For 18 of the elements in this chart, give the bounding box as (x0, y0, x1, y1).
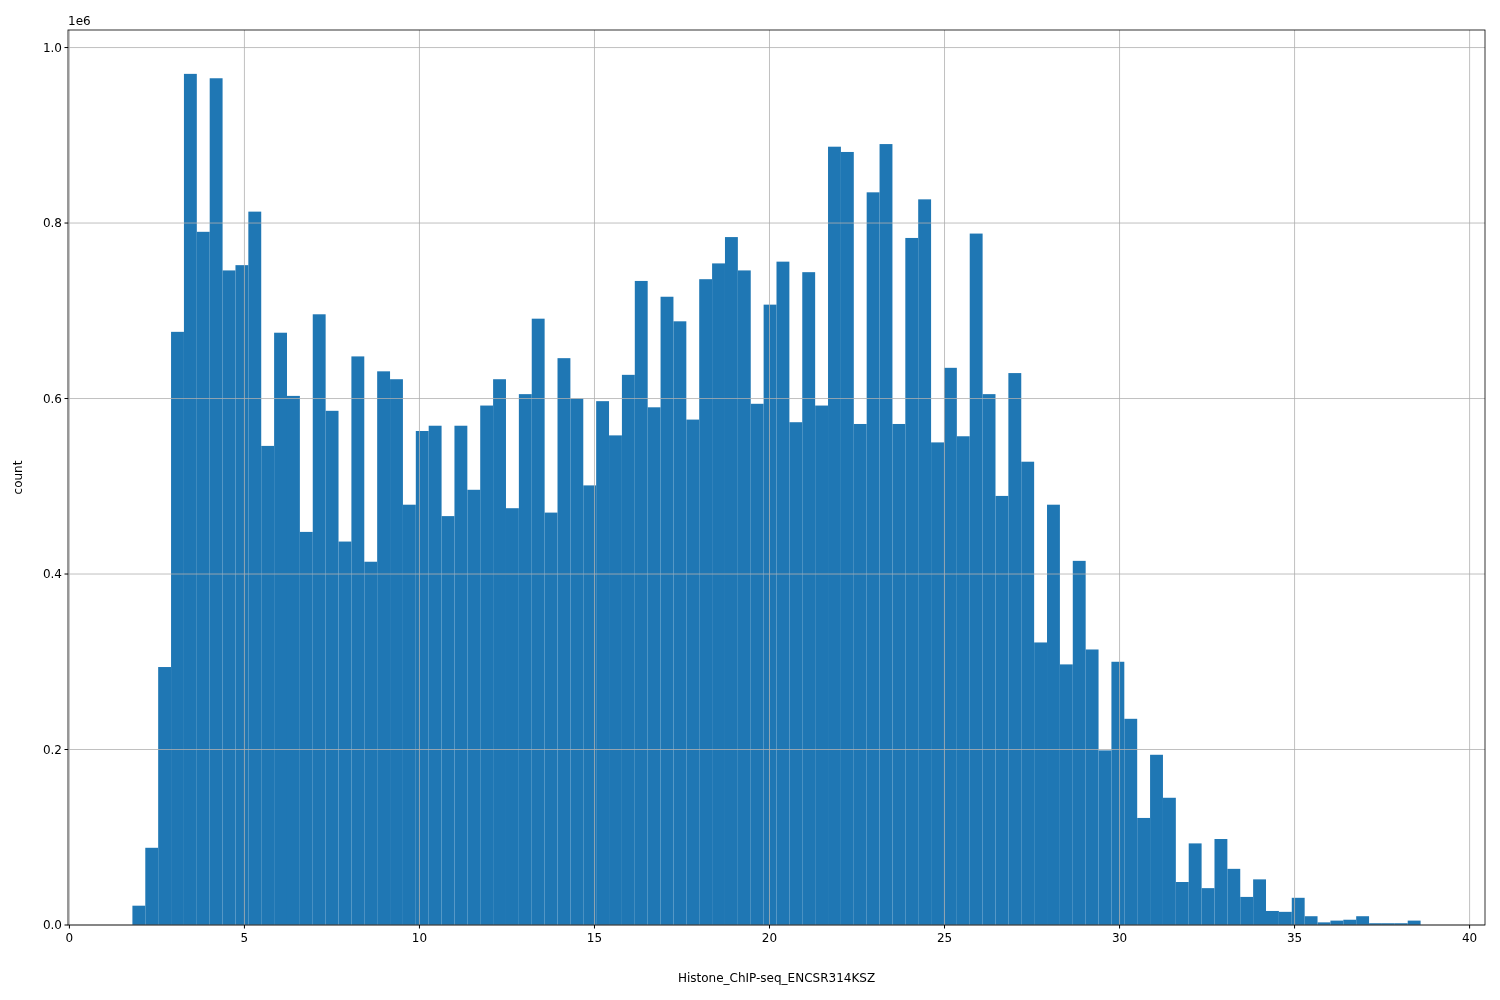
y-tick-label: 0.0 (42, 918, 62, 932)
x-tick-label: 15 (586, 931, 603, 945)
y-tick-label: 1.0 (42, 40, 62, 55)
x-tick-label: 5 (240, 931, 249, 945)
text: 1e6 (68, 14, 91, 28)
x-tick-label: 35 (1286, 931, 1303, 945)
x-tick-label: 0 (65, 931, 74, 945)
y-tick-label: 0.6 (42, 391, 62, 406)
x-tick-label: 40 (1461, 931, 1478, 945)
x-tick-label: 20 (761, 931, 778, 945)
y-axis-title: count (11, 460, 25, 495)
x-tick-label: 25 (936, 931, 953, 945)
x-tick-label: 30 (1111, 931, 1128, 945)
y-tick-label: 0.2 (42, 742, 62, 757)
y-tick-label: 0.4 (42, 567, 62, 582)
x-tick-label: 10 (411, 931, 428, 945)
y-tick-label: 0.8 (42, 216, 62, 231)
x-axis-title: Histone_ChIP-seq_ENCSR314KSZ (677, 971, 876, 985)
